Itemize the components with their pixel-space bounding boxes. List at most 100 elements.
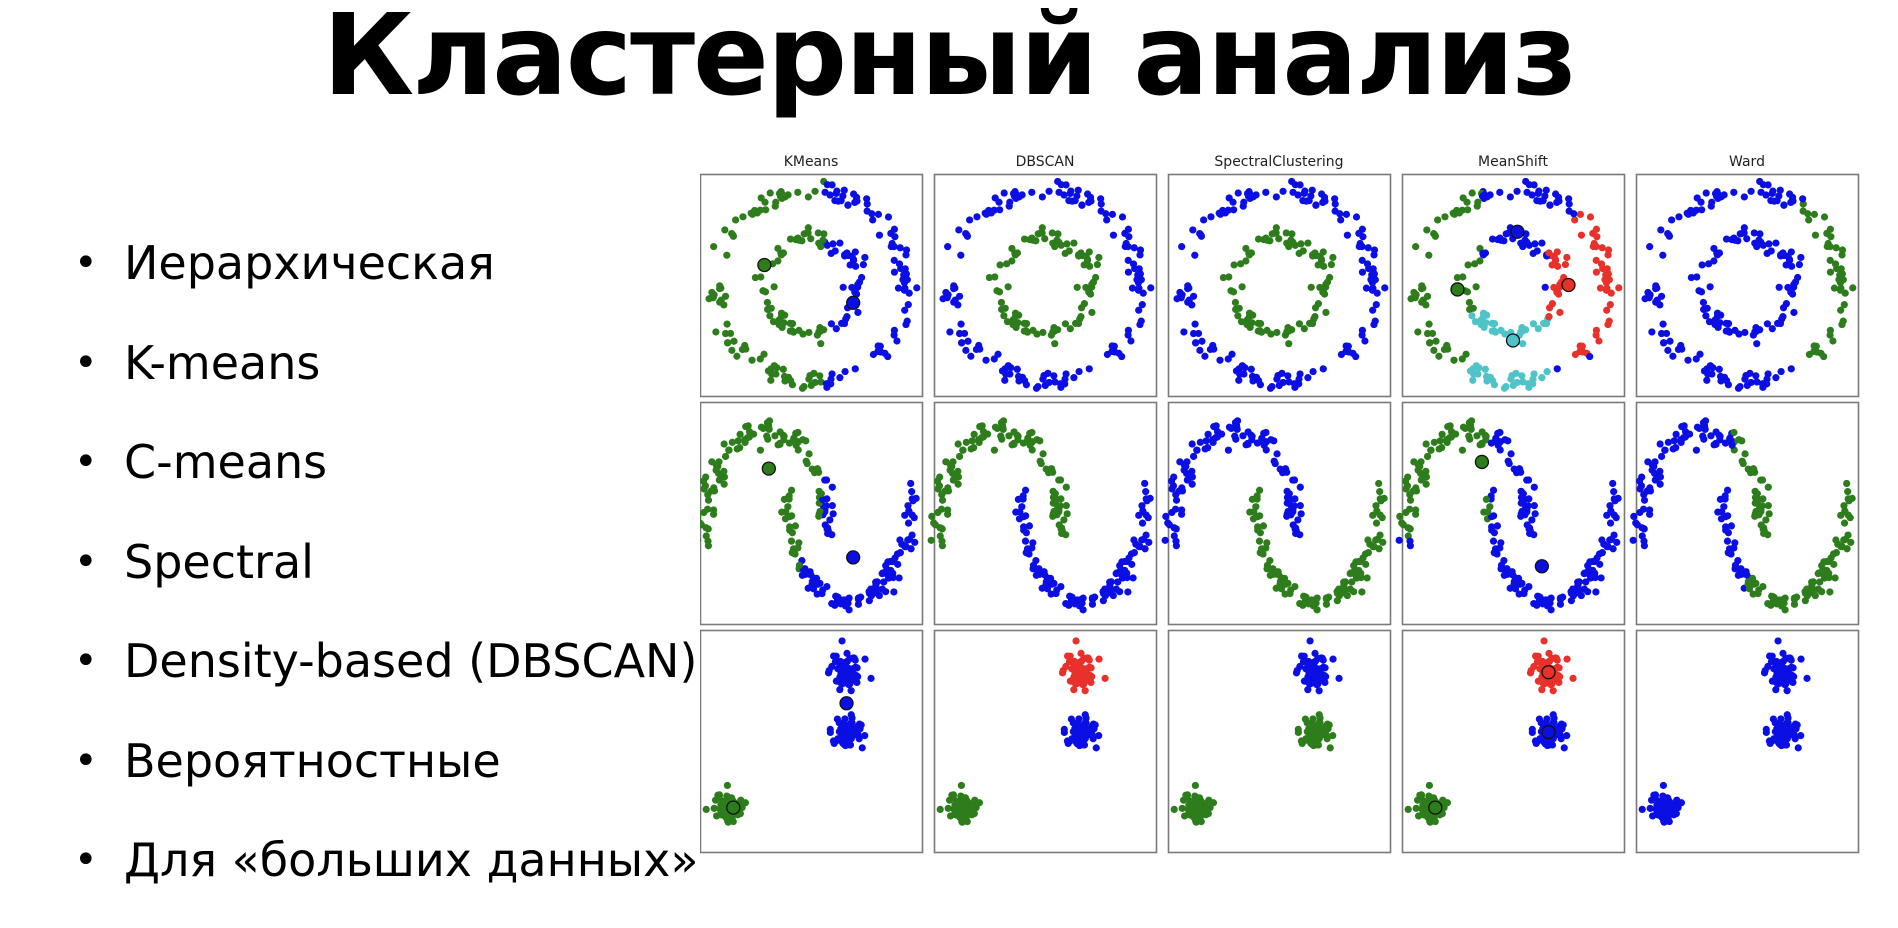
scatter-point	[958, 339, 966, 347]
scatter-point	[1178, 804, 1186, 812]
scatter-point	[937, 505, 946, 513]
scatter-point	[1789, 678, 1797, 687]
scatter-point	[845, 606, 853, 614]
scatter-point	[1474, 198, 1482, 206]
scatter-point	[1236, 370, 1244, 378]
scatter-point	[1780, 201, 1788, 209]
scatter-point	[787, 486, 796, 494]
scatter-point	[1000, 189, 1008, 197]
scatter-point	[1790, 594, 1799, 602]
scatter-point	[1372, 519, 1381, 527]
scatter-point	[1062, 531, 1070, 539]
scatter-point	[1287, 495, 1295, 504]
scatter-point	[1213, 428, 1222, 436]
scatter-point	[1829, 337, 1837, 345]
scatter-point	[1825, 574, 1833, 582]
scatter-point	[1282, 229, 1290, 237]
scatter-point	[1322, 308, 1330, 317]
scatter-point	[1238, 283, 1246, 291]
scatter-point	[1703, 376, 1711, 384]
scatter-point	[996, 261, 1004, 269]
scatter-point	[832, 325, 840, 333]
scatter-point	[867, 585, 875, 593]
scatter-point	[1241, 364, 1249, 372]
scatter-point	[1533, 601, 1541, 609]
scatter-point	[791, 522, 800, 530]
scatter-point	[1277, 585, 1286, 593]
scatter-point	[1718, 508, 1726, 516]
scatter-point	[1423, 329, 1432, 338]
scatter-point	[807, 381, 815, 390]
scatter-point	[1521, 495, 1529, 504]
scatter-point	[960, 329, 969, 338]
scatter-point	[1014, 495, 1022, 503]
scatter-point	[766, 312, 774, 320]
scatter-point	[1681, 433, 1689, 441]
scatter-point	[1205, 796, 1213, 804]
scatter-point	[1560, 744, 1568, 752]
scatter-point	[748, 356, 756, 364]
scatter-point	[902, 251, 910, 259]
scatter-point	[1423, 452, 1432, 461]
scatter-point	[1215, 209, 1223, 217]
scatter-point	[1108, 342, 1116, 350]
scatter-point	[963, 231, 971, 239]
scatter-point	[1659, 320, 1667, 328]
scatter-point	[836, 239, 844, 247]
scatter-point	[907, 479, 915, 488]
scatter-point	[1811, 231, 1820, 239]
scatter-point	[805, 328, 813, 337]
scatter-point	[1297, 240, 1305, 248]
scatter-point	[838, 669, 846, 677]
scatter-point	[1702, 312, 1710, 320]
scatter-point	[979, 433, 987, 441]
scatter-point	[849, 654, 857, 662]
scatter-point	[1751, 468, 1759, 476]
centroid-marker	[839, 696, 854, 711]
scatter-point	[1643, 487, 1651, 495]
scatter-point	[1020, 376, 1029, 385]
scatter-point	[1698, 206, 1706, 214]
scatter-point	[1200, 216, 1208, 224]
scatter-point	[1728, 441, 1736, 449]
scatter-point	[1065, 247, 1073, 255]
scatter-point	[1553, 365, 1561, 373]
scatter-point	[1070, 374, 1078, 382]
scatter-point	[1586, 352, 1594, 361]
scatter-point	[855, 278, 864, 286]
scatter-point	[723, 320, 731, 328]
scatter-point	[1255, 486, 1264, 494]
scatter-point	[1136, 320, 1144, 329]
scatter-point	[1586, 213, 1595, 221]
scatter-point	[1598, 549, 1606, 557]
scatter-point	[1837, 306, 1845, 314]
scatter-point	[1542, 186, 1550, 194]
scatter-point	[824, 669, 833, 677]
scatter-point	[1760, 524, 1768, 532]
scatter-point	[1523, 476, 1531, 484]
scatter-point	[828, 483, 836, 491]
scatter-point	[1109, 231, 1118, 239]
scatter-point	[721, 452, 730, 461]
scatter-point	[878, 585, 886, 593]
scatter-point	[786, 235, 795, 243]
scatter-point	[1212, 422, 1220, 430]
scatter-point	[1331, 207, 1339, 215]
scatter-point	[1295, 375, 1303, 383]
scatter-point	[823, 241, 831, 249]
scatter-point	[1471, 260, 1479, 268]
scatter-point	[1060, 725, 1068, 733]
scatter-point	[1405, 505, 1414, 513]
scatter-point	[1830, 284, 1839, 292]
scatter-point	[794, 188, 802, 196]
scatter-point	[1068, 197, 1076, 205]
scatter-point	[710, 804, 718, 812]
scatter-point	[1088, 594, 1097, 602]
scatter-point	[728, 438, 736, 446]
scatter-point	[733, 352, 741, 360]
centroid-marker	[1561, 277, 1576, 293]
scatter-point	[1054, 230, 1062, 238]
scatter-point	[1724, 319, 1733, 328]
scatter-point	[1189, 329, 1198, 338]
scatter-point	[1609, 545, 1617, 553]
